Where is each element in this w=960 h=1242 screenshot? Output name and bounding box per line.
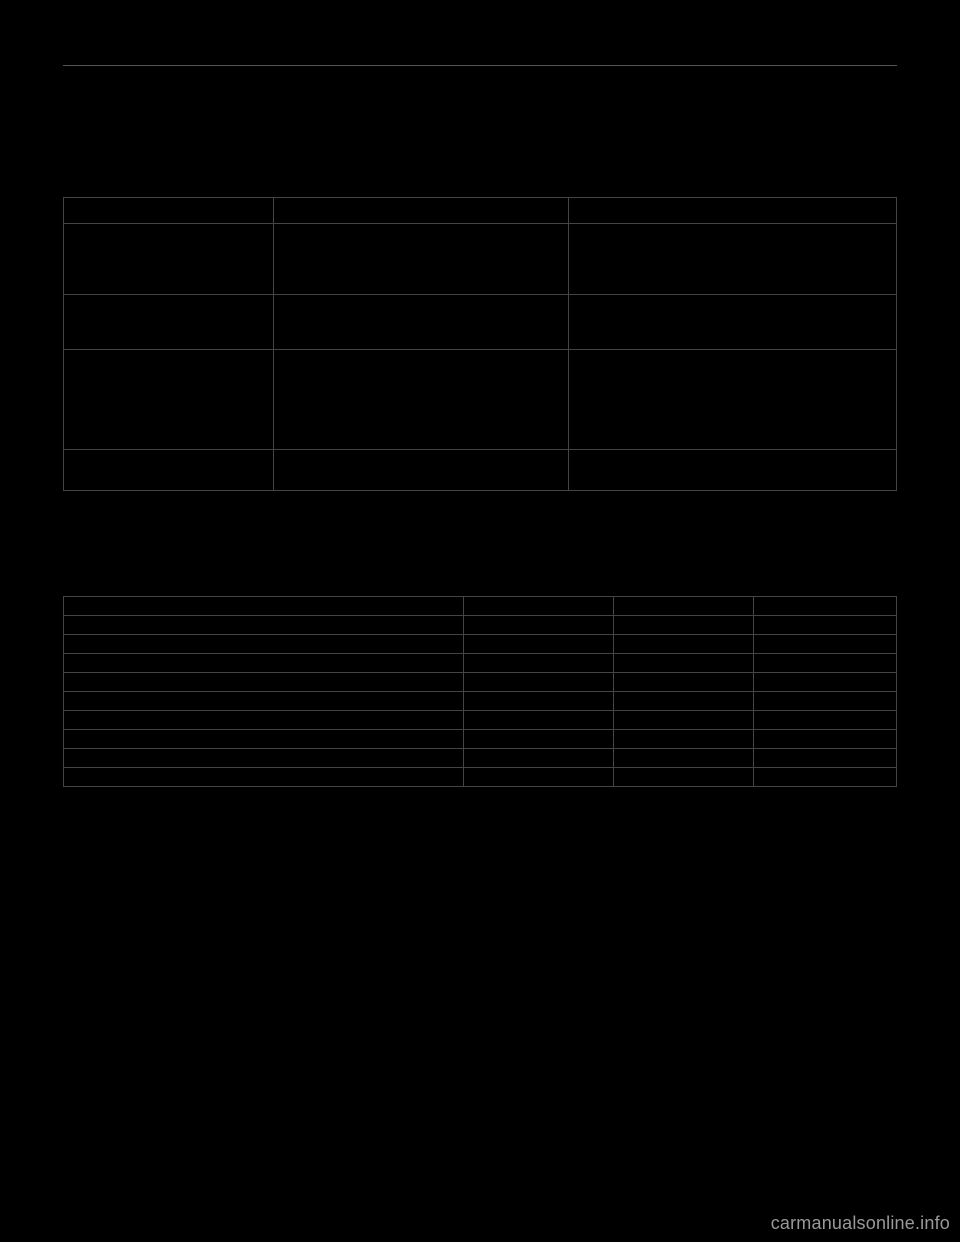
cell-viscosity: —	[569, 450, 897, 491]
cell: 1.1	[614, 635, 754, 654]
cell-viscosity: ——SAE 75W-90	[569, 350, 897, 450]
cell-area: Manual transmission	[64, 350, 274, 450]
cell: 7.0	[464, 730, 614, 749]
section-capacity-title: Oil capacity	[63, 519, 897, 540]
table-row: Engine, gasoline (incl. oil filter)4.04.…	[64, 616, 897, 635]
cell-area: Engine, gasoline2.0 Turbo2.3 TurboEcopow…	[64, 224, 274, 294]
section-capacity-intro: To avoid overfilling when changing oil, …	[63, 550, 897, 582]
cell: 3.7	[614, 711, 754, 730]
cell: 1.0	[464, 673, 614, 692]
chapter-title: 11 Technical data	[782, 76, 897, 92]
table-row: Engine, diesel (incl. oil filter)5.45.74…	[64, 654, 897, 673]
table-row: Manual transmissionSaab Synthetic Manual…	[64, 350, 897, 450]
cell: Engine, gasoline (incl. oil filter)	[64, 616, 464, 635]
cell: 4.0	[464, 616, 614, 635]
page-number: 253	[63, 841, 897, 853]
section-lubricants-intro: Oil specifications stated in the table b…	[63, 151, 897, 183]
cell: 6.8	[614, 768, 754, 787]
cell: 1.1	[614, 673, 754, 692]
cell: 4.3	[614, 616, 754, 635]
cell: Engine, diesel (incl. oil filter)	[64, 654, 464, 673]
col-usquart: US quart	[614, 597, 754, 616]
cell: 0.9	[754, 673, 897, 692]
cell: — between MIN and MAX	[64, 673, 464, 692]
cell-area: Engine, diesel2.2 TiD	[64, 294, 274, 350]
cell: — between MIN and MAX	[64, 635, 464, 654]
cell: 4.1	[754, 749, 897, 768]
table-row: Automatic transmissionincl. Final GearTe…	[64, 450, 897, 491]
cell: Washer fluid, reservoir capacity	[64, 749, 464, 768]
cell: 5.6	[754, 768, 897, 787]
cell: 6.4	[464, 768, 614, 787]
cell: 5.4	[464, 654, 614, 673]
col-item	[64, 597, 464, 616]
cell-grade: Saab Synthetic Manual Gearbox Oil or Tra…	[274, 350, 569, 450]
table-row: — between MIN and MAX1.01.10.9	[64, 635, 897, 654]
table-header-row: litre US quart imp. quart	[64, 597, 897, 616]
table-header-row: Area Grade/norm Viscosity (at all outsid…	[64, 198, 897, 224]
table-row: — between MIN and MAX1.01.10.9	[64, 673, 897, 692]
cell: — car with headlight washers	[64, 768, 464, 787]
lubricants-table: Area Grade/norm Viscosity (at all outsid…	[63, 197, 897, 491]
cell-grade: Synthetic oil (imp.)In accordance with A…	[274, 294, 569, 350]
table-row: — total7.07.46.2	[64, 730, 897, 749]
col-viscosity: Viscosity (at all outside temperatures)	[569, 198, 897, 224]
table-row: — car with headlight washers6.46.85.6	[64, 768, 897, 787]
table-row: Engine, gasoline2.0 Turbo2.3 TurboEcopow…	[64, 224, 897, 294]
watermark: carmanualsonline.info	[771, 1213, 950, 1234]
cell: — total	[64, 730, 464, 749]
table-row: Manual transmission1.81.91.6	[64, 692, 897, 711]
header-rule	[63, 65, 897, 66]
cell: 1.0	[464, 635, 614, 654]
cell-viscosity: SAE 0W-30 alt.SAE 5W-40 alt.SAE 10W-40	[569, 294, 897, 350]
col-litre: litre	[464, 597, 614, 616]
cell: 7.4	[614, 730, 754, 749]
col-impquart: imp. quart	[754, 597, 897, 616]
cell: 5.0	[614, 749, 754, 768]
cell: 5.7	[614, 654, 754, 673]
col-area: Area	[64, 198, 274, 224]
table-row: Engine, diesel2.2 TiDSynthetic oil (imp.…	[64, 294, 897, 350]
cell: 1.8	[464, 692, 614, 711]
cell: 4.7	[464, 749, 614, 768]
table-row: Washer fluid, reservoir capacity4.75.04.…	[64, 749, 897, 768]
col-grade: Grade/norm	[274, 198, 569, 224]
cell-grade: Synthetic oilIn accordance with ACEA A3-…	[274, 224, 569, 294]
capacity-table: litre US quart imp. quart Engine, gasoli…	[63, 596, 897, 787]
continued-label: (continued)	[63, 793, 897, 805]
cell-area: Automatic transmissionincl. Final Gear	[64, 450, 274, 491]
cell: 3.5	[464, 711, 614, 730]
cell: Automatic transmission, after draining	[64, 711, 464, 730]
cell: 4.8	[754, 654, 897, 673]
cell-viscosity: Saab Turbo Engine OilSAE 0W-30 alt.SAE 5…	[569, 224, 897, 294]
cell: Manual transmission	[64, 692, 464, 711]
cell: 1.9	[614, 692, 754, 711]
header-left: 99_english_1.book Page 253 Monday, Augus…	[63, 45, 377, 57]
cell: 3.5	[754, 616, 897, 635]
table-row: Automatic transmission, after draining3.…	[64, 711, 897, 730]
cell: 3.1	[754, 711, 897, 730]
section-lubricants-title: Lubricants	[63, 120, 897, 141]
cell-grade: Texaco Texamatic Dexron III alt. Mobil A…	[274, 450, 569, 491]
cell: 0.9	[754, 635, 897, 654]
cell: 6.2	[754, 730, 897, 749]
cell: 1.6	[754, 692, 897, 711]
